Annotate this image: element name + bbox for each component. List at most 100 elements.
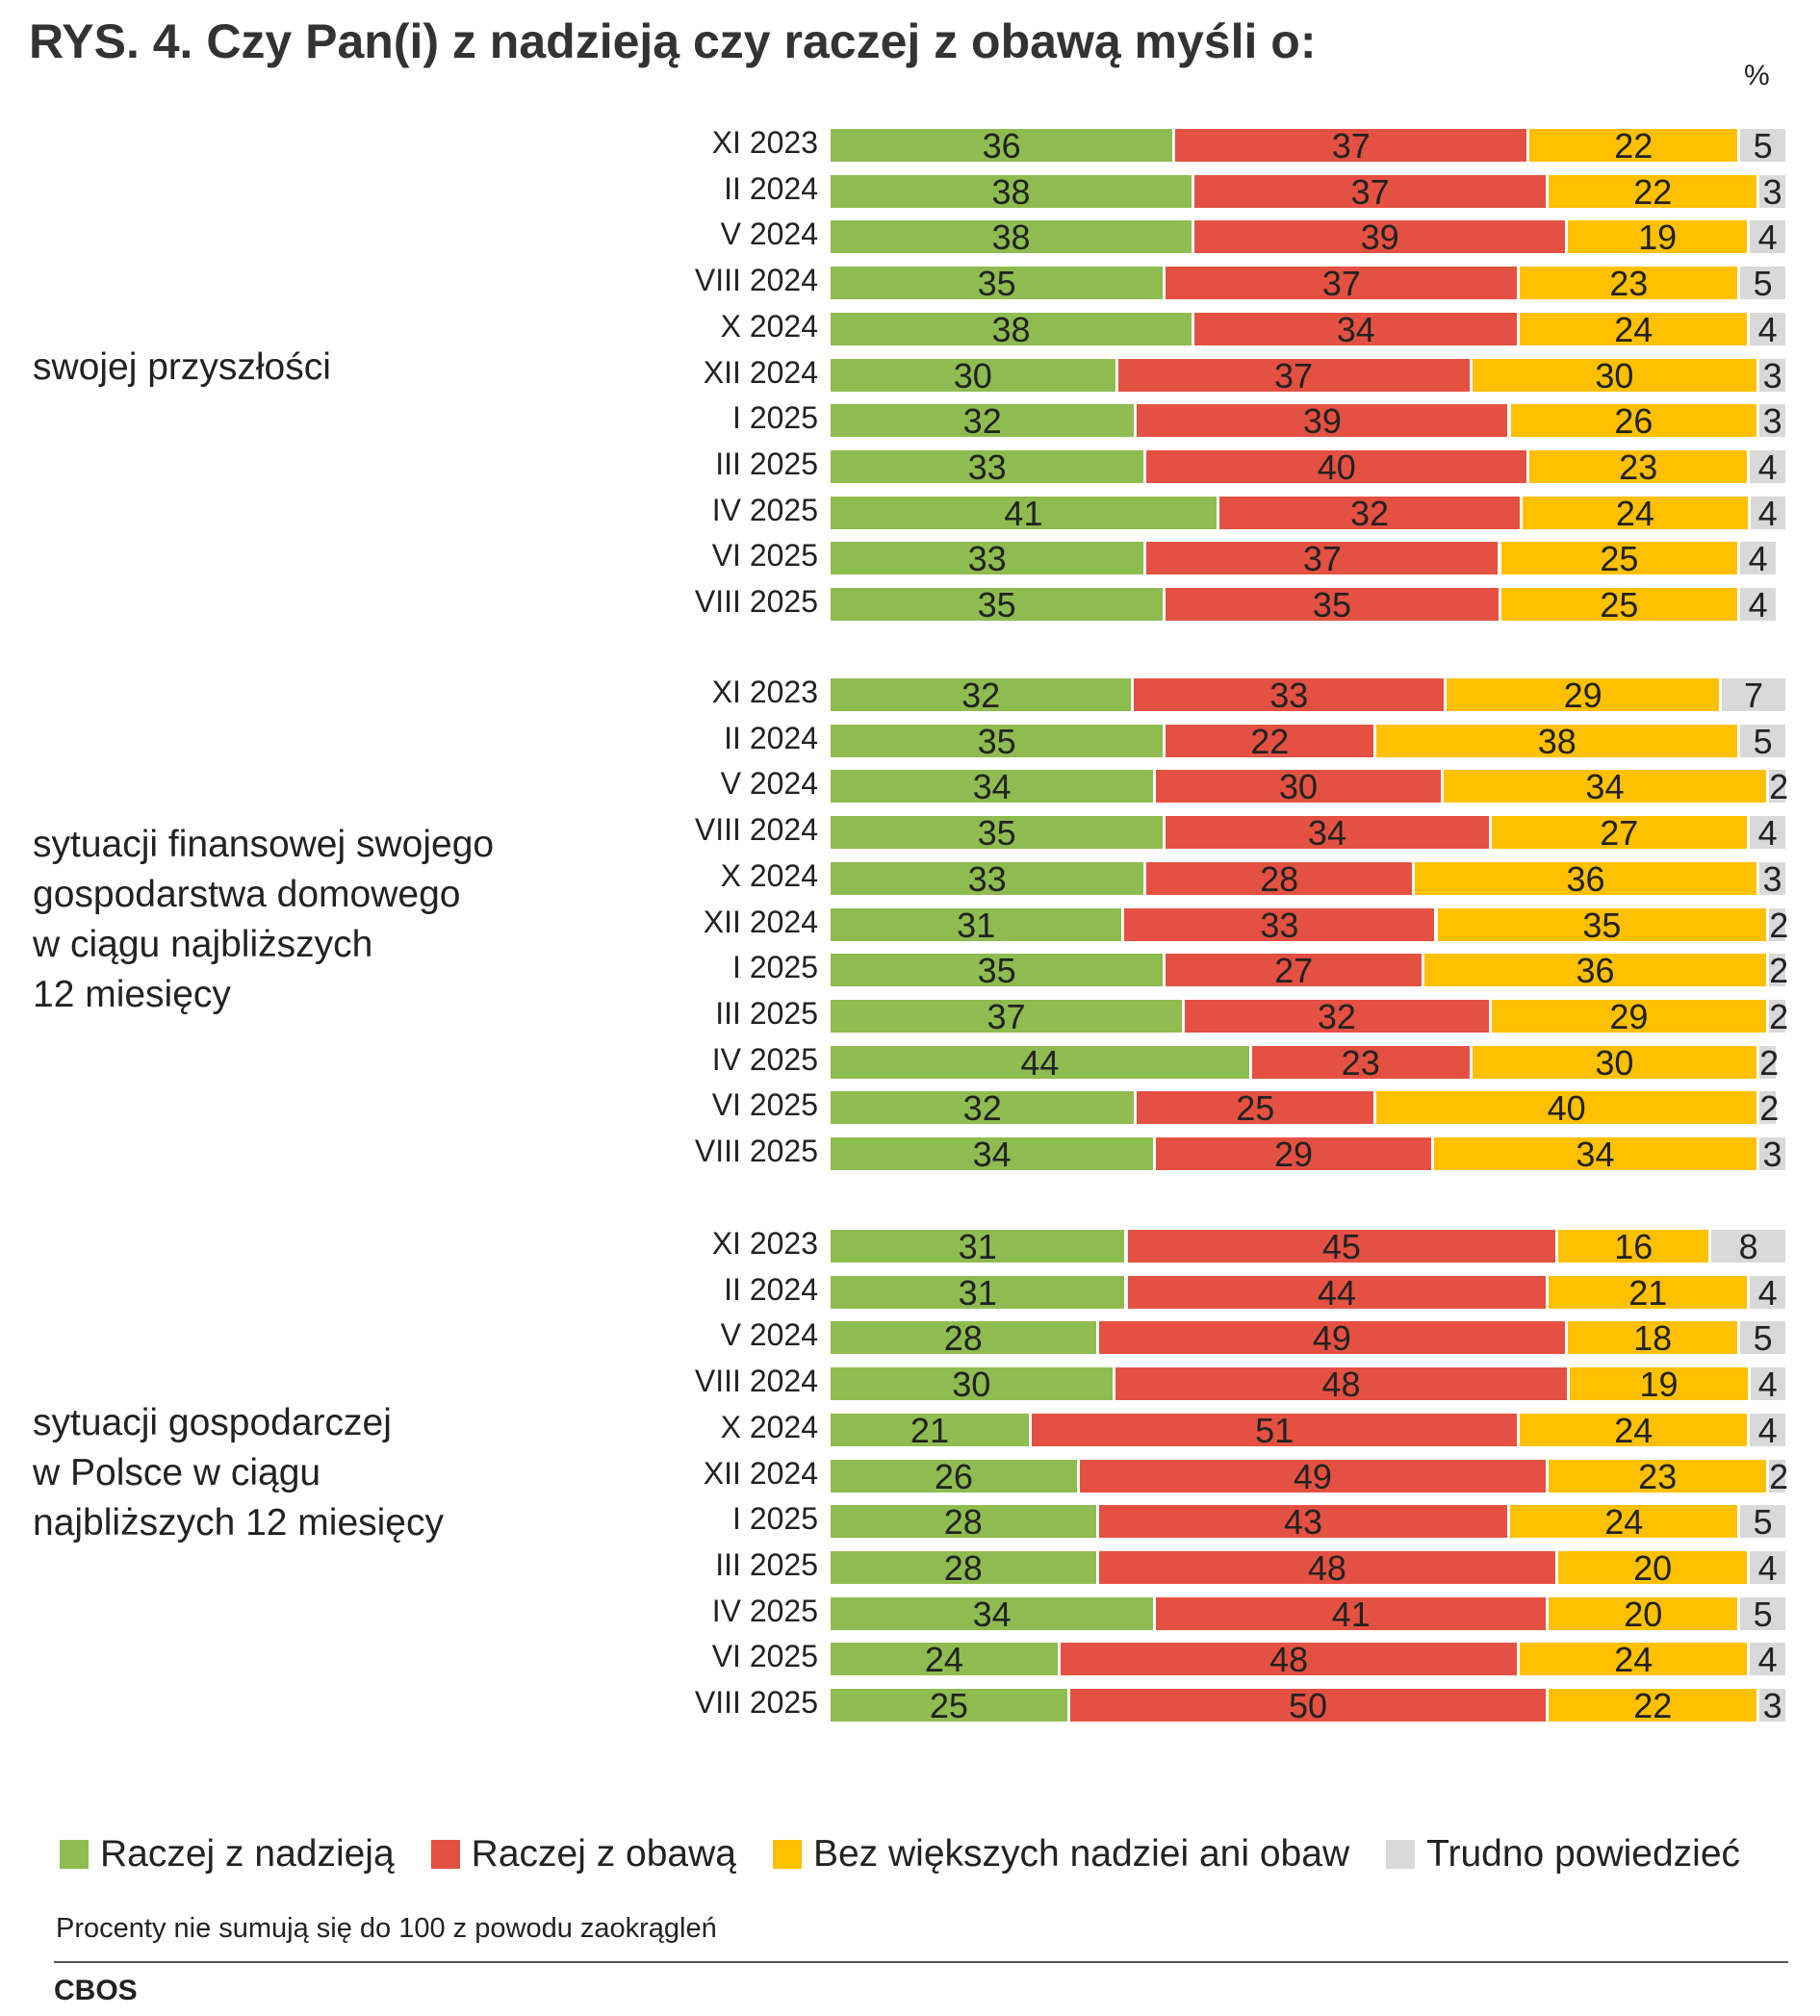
period-label: III 2025 [715,996,818,1031]
bar-segment-hope: 36 [831,129,1173,164]
bar-segment-neutral: 24 [1520,1643,1748,1677]
bar-segment-fear: 37 [1194,175,1547,210]
bar-segment-fear: 35 [1166,588,1499,623]
legend-item-hard-to-say: Trudno powiedzieć [1386,1833,1740,1876]
bar-segment-hope: 44 [831,1046,1249,1081]
bar-segment-hard-to-say: 5 [1740,129,1786,164]
bar-segment-fear: 37 [1117,359,1470,394]
bar-segment-hard-to-say: 5 [1740,267,1786,301]
bar-segment-fear: 34 [1194,313,1518,347]
bar-segment-hope: 35 [831,588,1164,623]
period-label: XI 2023 [711,125,818,160]
bar-segment-hard-to-say: 4 [1750,497,1785,531]
bar-segment-hope: 28 [831,1505,1096,1540]
bar-segment-fear: 32 [1185,1000,1489,1034]
bar-segment-hope: 32 [831,678,1132,713]
bar-segment-neutral: 38 [1376,725,1738,759]
period-label: V 2024 [720,217,818,251]
period-label: I 2025 [732,400,818,435]
bar-segment-hard-to-say: 3 [1759,1689,1785,1723]
bar-segment-fear: 51 [1032,1414,1518,1448]
legend-swatch-hard-to-say [1386,1840,1416,1869]
period-label: XII 2024 [703,355,818,390]
bar-segment-fear: 43 [1098,1505,1508,1540]
bar-segment-hope: 38 [831,175,1192,210]
bar-segment-neutral: 24 [1510,1505,1738,1540]
period-label: VIII 2025 [694,584,818,619]
unit-label: % [1744,60,1770,91]
bar-segment-hard-to-say: 2 [1769,906,1789,945]
bar-segment-hope: 28 [831,1321,1096,1356]
bar-segment-hard-to-say: 5 [1740,1321,1785,1356]
bar-segment-fear: 48 [1098,1551,1556,1586]
bar-segment-fear: 23 [1251,1046,1470,1081]
bar-segment-neutral: 20 [1549,1597,1738,1632]
bar-segment-neutral: 24 [1520,313,1748,347]
bar-segment-hard-to-say: 4 [1750,1276,1785,1311]
bar-segment-hope: 31 [831,1230,1125,1264]
bar-segment-hope: 33 [831,862,1144,897]
bar-segment-hard-to-say: 4 [1750,450,1785,485]
bar-segment-hope: 31 [831,908,1122,943]
period-label: II 2024 [724,1272,818,1307]
bar-segment-fear: 33 [1124,908,1435,943]
bar-segment-neutral: 20 [1558,1551,1748,1586]
bar-segment-fear: 41 [1156,1597,1547,1632]
legend-item-fear: Raczej z obawą [430,1833,736,1876]
bar-segment-hope: 32 [831,1091,1135,1126]
bar-segment-neutral: 40 [1376,1091,1757,1126]
period-label: I 2025 [732,950,818,984]
bar-segment-neutral: 23 [1529,450,1748,485]
period-label: XI 2023 [711,675,818,709]
period-label: X 2024 [720,1410,818,1444]
legend-label-fear: Raczej z obawą [471,1833,736,1875]
legend: Raczej z nadzieją Raczej z obawą Bez wię… [60,1833,1740,1876]
bar-segment-fear: 25 [1137,1091,1374,1126]
bar-segment-neutral: 21 [1549,1276,1748,1311]
bar-segment-neutral: 36 [1414,862,1757,897]
legend-label-hard-to-say: Trudno powiedzieć [1426,1833,1741,1875]
bar-segment-fear: 32 [1218,497,1521,531]
bar-segment-fear: 37 [1146,542,1499,576]
bar-segment-neutral: 19 [1570,1367,1748,1402]
period-label: II 2024 [724,721,818,755]
bar-segment-fear: 37 [1175,129,1527,164]
period-label: VI 2025 [711,1087,818,1122]
period-label: II 2024 [724,171,818,206]
bar-segment-hope: 41 [831,497,1217,531]
period-label: VIII 2024 [694,1364,818,1398]
bar-segment-fear: 48 [1115,1367,1568,1402]
bar-segment-hard-to-say: 4 [1750,1551,1785,1586]
bar-segment-hard-to-say: 2 [1759,1043,1780,1083]
bar-segment-hard-to-say: 4 [1750,1643,1785,1677]
bar-segment-hope: 34 [831,1137,1154,1172]
bar-segment-fear: 44 [1127,1276,1547,1311]
period-label: IV 2025 [711,1042,818,1077]
bar-segment-neutral: 26 [1510,404,1757,439]
bar-segment-hope: 33 [831,542,1144,576]
period-label: I 2025 [732,1501,818,1536]
bar-segment-hope: 35 [831,816,1164,851]
legend-swatch-fear [430,1840,460,1869]
bar-segment-neutral: 16 [1558,1230,1709,1264]
legend-item-hope: Raczej z nadzieją [60,1833,395,1876]
bar-segment-neutral: 22 [1549,1689,1757,1723]
legend-swatch-neutral [772,1840,802,1869]
bar-segment-fear: 50 [1069,1689,1547,1723]
period-label: VIII 2024 [694,263,818,297]
bar-segment-fear: 27 [1166,954,1422,988]
bar-segment-neutral: 36 [1423,954,1767,988]
bar-segment-hope: 37 [831,1000,1183,1034]
bar-segment-neutral: 29 [1491,1000,1767,1034]
period-label: VIII 2025 [694,1134,818,1168]
legend-item-neutral: Bez większych nadziei ani obaw [772,1833,1350,1876]
bar-segment-hope: 34 [831,770,1154,804]
legend-label-hope: Raczej z nadzieją [100,1833,395,1875]
bar-segment-neutral: 19 [1568,220,1748,255]
legend-label-neutral: Bez większych nadziei ani obaw [812,1833,1350,1875]
bar-segment-hope: 30 [831,359,1115,394]
bar-segment-fear: 39 [1194,220,1566,255]
source-label: CBOS [54,1975,138,2006]
bar-segment-neutral: 29 [1447,678,1719,713]
bar-segment-hard-to-say: 4 [1750,816,1785,851]
